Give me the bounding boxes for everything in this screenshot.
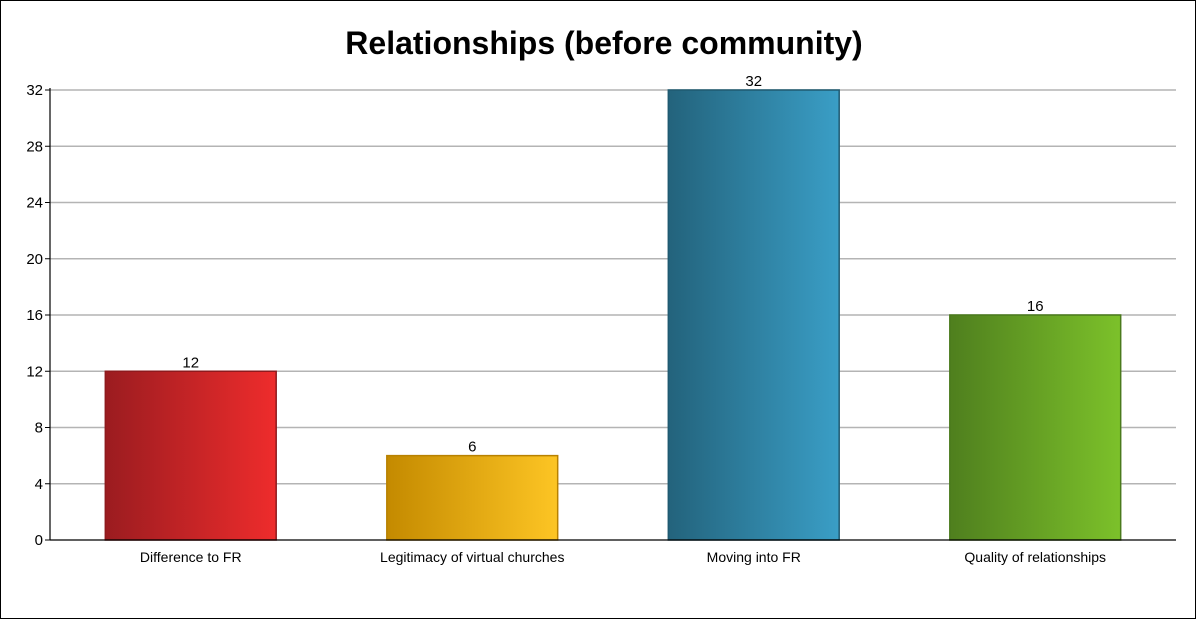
axes [45,88,1176,541]
bar-moving-into-fr [667,89,840,541]
bar-difference-to-fr [104,370,277,541]
y-tick-label: 20 [26,251,43,268]
bars [104,89,1122,541]
bar-value-label: 12 [182,354,199,371]
x-category-label: Moving into FR [707,549,801,565]
y-tick-label: 12 [26,363,43,380]
y-tick-label: 0 [35,532,43,549]
bar-value-label: 6 [468,439,476,456]
labels: 0 4 8 12 16 20 24 28 32 12 Difference to FR 6 Legiti… [26,73,1106,565]
y-tick-label: 8 [35,420,43,437]
chart-title: Relationships (before community) [345,25,862,61]
bar-value-label: 16 [1027,298,1044,315]
x-category-label: Legitimacy of virtual churches [380,549,564,565]
y-tick-label: 4 [35,476,43,493]
x-category-label: Quality of relationships [964,549,1106,565]
y-tick-label: 16 [26,307,43,324]
bar-legitimacy-of-virtual-churches [386,454,559,541]
y-tick-label: 32 [26,82,43,99]
bar-value-label: 32 [745,73,762,90]
y-tick-label: 24 [26,195,43,212]
x-category-label: Difference to FR [140,549,242,565]
y-tick-label: 28 [26,138,43,155]
bar-quality-of-relationships [949,314,1122,541]
